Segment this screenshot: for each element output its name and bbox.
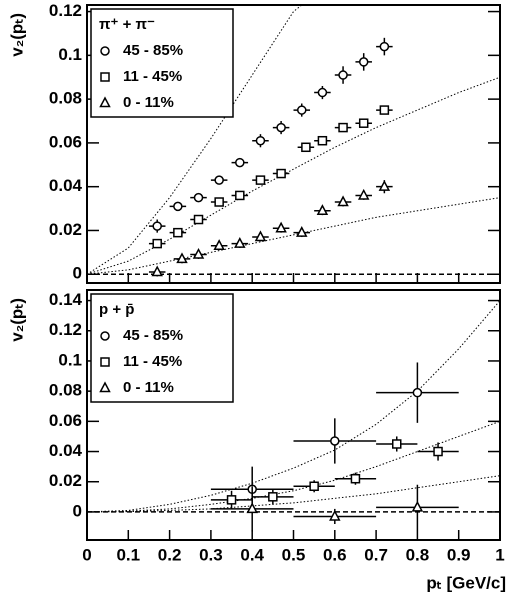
marker — [235, 190, 245, 201]
marker — [176, 252, 188, 264]
marker — [100, 72, 110, 82]
marker — [99, 96, 111, 108]
marker — [297, 105, 307, 115]
x-tick-label: 0.9 — [447, 545, 471, 564]
y-tick-label: 0.02 — [49, 471, 82, 490]
y-tick-label: 0.12 — [49, 1, 82, 20]
x-tick-label: 0.4 — [240, 545, 264, 564]
y-axis-label: v₂(pₜ) — [7, 298, 26, 342]
marker — [276, 168, 286, 179]
legend-label: 45 - 85% — [123, 42, 183, 59]
legend-label: 0 - 11% — [123, 379, 174, 396]
marker — [275, 221, 287, 233]
y-axis-label: v₂(pₜ) — [7, 13, 26, 57]
marker — [235, 157, 245, 168]
x-tick-label: 0.2 — [158, 545, 182, 564]
x-tick-label: 1 — [495, 545, 504, 564]
x-tick-label: 0.1 — [116, 545, 140, 564]
marker — [226, 495, 237, 505]
marker — [255, 135, 266, 146]
model-curve — [86, 197, 501, 275]
marker — [246, 502, 258, 514]
marker — [99, 381, 111, 393]
model-curve — [86, 300, 501, 513]
marker — [100, 46, 110, 56]
y-tick-label: 0.04 — [49, 176, 83, 195]
marker — [296, 226, 308, 237]
model-curve — [86, 475, 501, 513]
y-tick-label: 0.04 — [49, 441, 83, 460]
y-tick-label: 0 — [73, 501, 82, 520]
marker — [152, 238, 162, 249]
legend-label: 0 - 11% — [123, 94, 174, 111]
x-tick-label: 0.6 — [323, 545, 347, 564]
y-tick-label: 0.14 — [49, 290, 83, 309]
marker — [254, 230, 267, 242]
marker — [213, 239, 225, 251]
legend-label: 11 - 45% — [123, 68, 182, 85]
marker — [358, 57, 369, 67]
y-tick-label: 0.02 — [49, 220, 82, 239]
marker — [214, 175, 224, 185]
legend-label: 11 - 45% — [123, 353, 182, 370]
marker — [193, 192, 204, 203]
marker — [433, 446, 443, 457]
model-curve — [86, 4, 303, 275]
legend-label: 45 - 85% — [123, 327, 183, 344]
marker — [192, 247, 205, 259]
marker — [379, 41, 390, 52]
model-curve — [86, 420, 501, 513]
legend-box — [90, 8, 234, 118]
marker — [338, 70, 348, 80]
x-tick-label: 0.7 — [364, 545, 388, 564]
marker — [378, 180, 391, 191]
y-tick-label: 0.08 — [49, 381, 82, 400]
y-tick-label: 0.12 — [49, 320, 82, 339]
marker — [317, 87, 328, 98]
marker — [234, 236, 246, 248]
marker — [392, 439, 402, 449]
y-tick-label: 0.08 — [49, 89, 82, 108]
x-tick-label: 0.8 — [406, 545, 430, 564]
marker — [309, 481, 319, 492]
legend-box — [90, 293, 234, 403]
x-tick-label: 0 — [82, 545, 91, 564]
marker — [379, 105, 390, 115]
y-tick-label: 0.06 — [49, 132, 82, 151]
marker — [330, 436, 340, 446]
marker — [316, 204, 329, 216]
marker — [317, 135, 328, 146]
marker — [151, 265, 163, 277]
marker — [358, 118, 369, 128]
y-tick-label: 0.1 — [58, 45, 82, 64]
marker — [100, 357, 110, 367]
marker — [268, 492, 278, 502]
marker — [338, 122, 348, 133]
legend-title: π⁺ + π⁻ — [99, 16, 155, 33]
marker — [193, 214, 204, 225]
y-tick-label: 0.1 — [58, 350, 82, 369]
marker — [100, 331, 110, 341]
x-tick-label: 0.3 — [199, 545, 223, 564]
marker — [173, 201, 183, 212]
y-tick-label: 0.06 — [49, 411, 82, 430]
legend-title: p + p̄ — [99, 301, 134, 318]
marker — [412, 387, 423, 398]
marker — [255, 175, 266, 185]
marker — [152, 221, 162, 231]
marker — [329, 509, 341, 521]
marker — [337, 195, 349, 207]
marker — [214, 197, 224, 207]
marker — [276, 122, 286, 133]
marker — [411, 500, 424, 512]
marker — [357, 188, 370, 200]
marker — [350, 473, 361, 484]
y-tick-label: 0 — [73, 264, 82, 283]
x-axis-label: pₜ [GeV/c] — [426, 573, 506, 592]
x-tick-label: 0.5 — [282, 545, 306, 564]
marker — [173, 227, 183, 238]
marker — [301, 142, 311, 153]
